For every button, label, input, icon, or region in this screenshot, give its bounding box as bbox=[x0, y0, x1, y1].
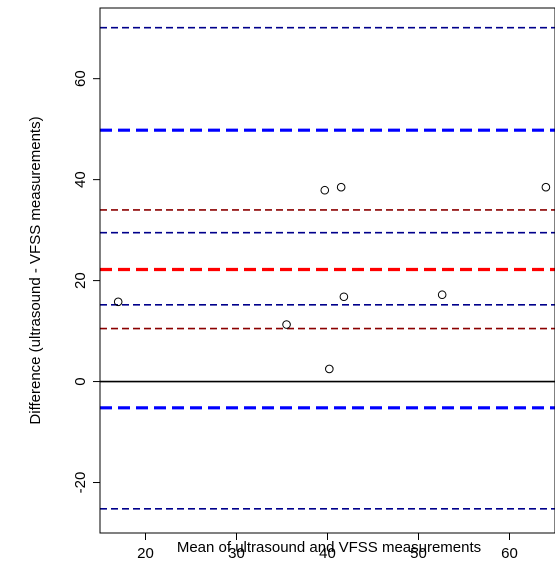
data-point bbox=[541, 182, 551, 192]
x-tick-label: 30 bbox=[228, 545, 245, 562]
data-point bbox=[282, 320, 291, 329]
data-point bbox=[336, 182, 346, 192]
x-axis: 20 30 40 50 60 bbox=[137, 533, 518, 562]
data-point bbox=[437, 290, 447, 300]
reference-lines bbox=[100, 26, 555, 510]
x-tick-label: 20 bbox=[137, 545, 154, 562]
y-tick-label: -20 bbox=[72, 472, 89, 494]
x-tick-label: 60 bbox=[501, 545, 518, 562]
data-point bbox=[113, 297, 123, 307]
data-points bbox=[113, 182, 551, 374]
y-tick-label: 60 bbox=[72, 70, 89, 87]
x-axis-label: Mean of ultrasound and VFSS measurements bbox=[177, 539, 481, 556]
data-point bbox=[339, 292, 349, 302]
x-tick-label: 40 bbox=[319, 545, 336, 562]
y-axis-label: Difference (ultrasound - VFSS measuremen… bbox=[27, 116, 44, 424]
y-tick-label: 0 bbox=[72, 377, 89, 385]
x-tick-label: 50 bbox=[410, 545, 427, 562]
data-point bbox=[325, 364, 334, 374]
data-point bbox=[320, 185, 330, 195]
y-tick-label: 20 bbox=[72, 272, 89, 289]
y-axis: -20 0 20 40 60 bbox=[72, 70, 100, 493]
y-tick-label: 40 bbox=[72, 171, 89, 188]
